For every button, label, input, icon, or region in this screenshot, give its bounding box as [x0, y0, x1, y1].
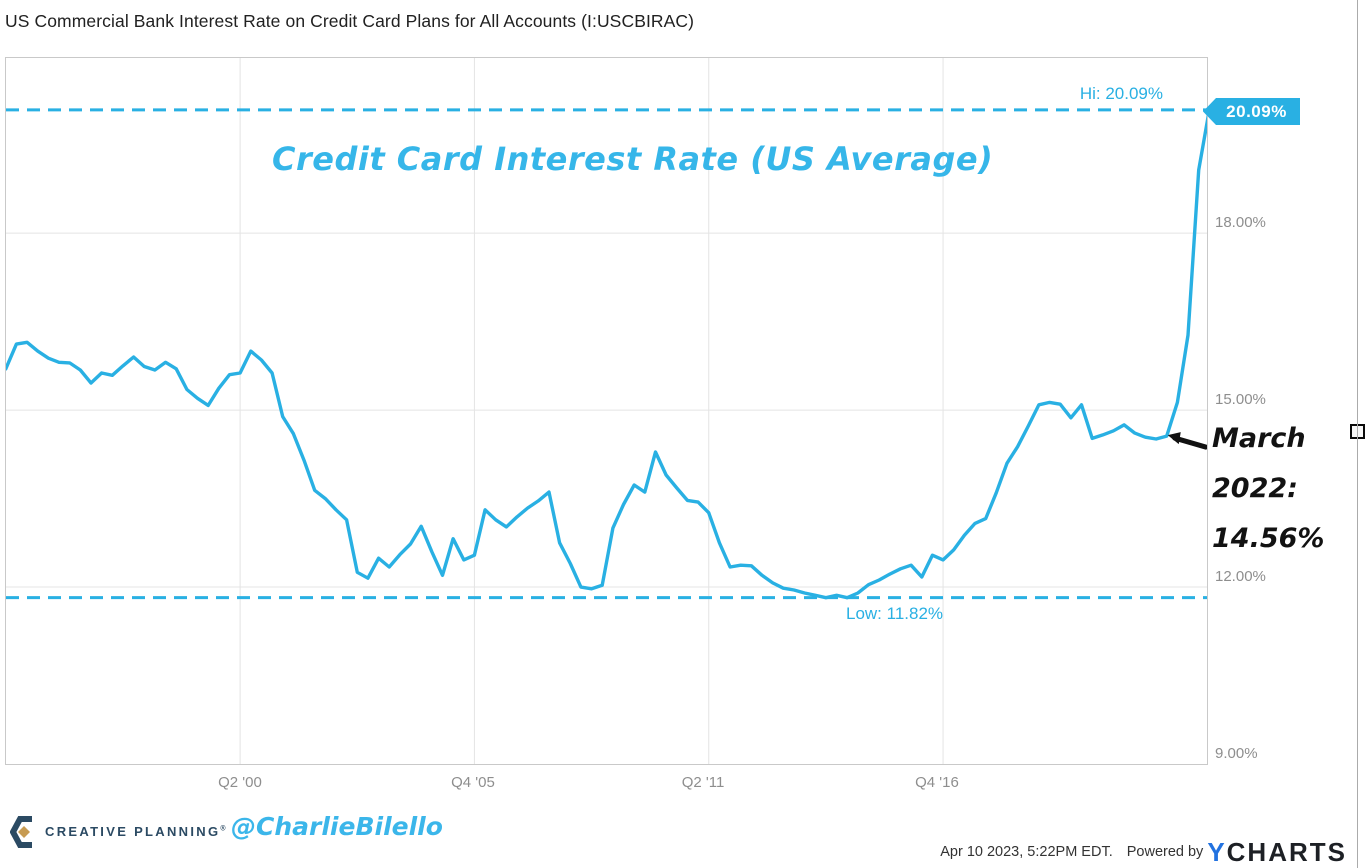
twitter-handle: @CharlieBilello	[231, 812, 443, 841]
callout-line-3: 14.56%	[1212, 523, 1325, 554]
window-divider-line	[1357, 0, 1358, 868]
interest-rate-line	[6, 113, 1207, 600]
series-watermark-annotation: Credit Card Interest Rate (US Average)	[272, 140, 994, 178]
trademark-symbol: ®	[220, 825, 226, 833]
callout-line-1: March	[1212, 423, 1306, 454]
callout-line-2: 2022:	[1212, 473, 1298, 504]
x-axis-tick-q4-05: Q4 '05	[451, 774, 495, 791]
powered-by-label: Powered by	[1126, 844, 1204, 860]
chart-title: US Commercial Bank Interest Rate on Cred…	[5, 11, 695, 31]
callout-arrow	[1172, 435, 1207, 450]
y-axis-tick-9: 9.00%	[1215, 745, 1258, 762]
timestamp: Apr 10 2023, 5:22PM EDT.	[940, 844, 1113, 860]
last-value-badge-text: 20.09%	[1226, 101, 1287, 121]
creative-planning-wordmark: CREATIVE PLANNING®	[45, 824, 226, 839]
last-value-badge: 20.09%	[1203, 98, 1300, 125]
x-axis-tick-q2-11: Q2 '11	[681, 774, 725, 791]
x-axis-tick-q2-00: Q2 '00	[218, 774, 262, 791]
creative-planning-text: CREATIVE PLANNING	[45, 824, 221, 839]
plot-area	[5, 57, 1208, 765]
ycharts-logo-charts: CHARTS	[1226, 836, 1347, 867]
footer-attribution: Apr 10 2023, 5:22PM EDT. Powered by YCHA…	[900, 836, 1347, 868]
callout-arrow-head	[1167, 432, 1181, 445]
ycharts-logo-y: Y	[1207, 836, 1227, 867]
y-axis-tick-15: 15.00%	[1215, 391, 1266, 408]
ycharts-logo: YCHARTS	[1207, 837, 1347, 868]
y-axis-tick-18: 18.00%	[1215, 214, 1266, 231]
y-axis-tick-12: 12.00%	[1215, 568, 1266, 585]
march-2022-callout: March 2022: 14.56%	[1212, 414, 1332, 564]
creative-planning-logo-icon	[10, 816, 32, 848]
x-axis-tick-q4-16: Q4 '16	[915, 774, 959, 791]
low-value-label: Low: 11.82%	[846, 604, 944, 623]
hi-value-label: Hi: 20.09%	[1079, 84, 1163, 103]
line-chart-canvas	[6, 58, 1207, 764]
